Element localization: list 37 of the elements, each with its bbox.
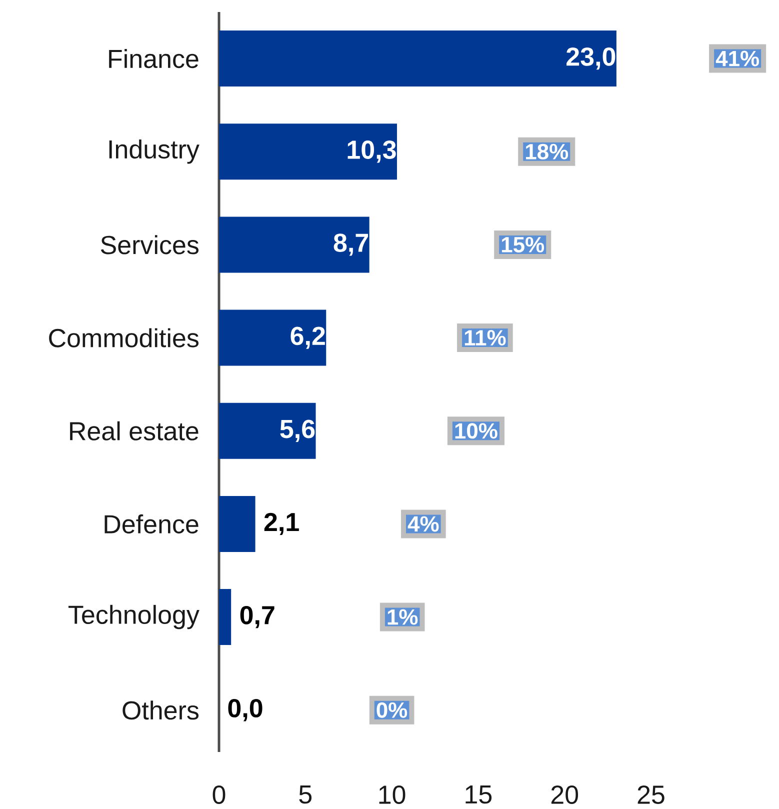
bar <box>218 310 326 366</box>
y-tick-label: Industry <box>109 140 200 164</box>
y-tick-label: Others <box>122 700 199 720</box>
bar <box>218 124 397 180</box>
bar <box>218 30 616 87</box>
data-label: 6,2 <box>290 326 325 349</box>
x-tick-label: 10 <box>379 786 406 804</box>
x-tick-label: 25 <box>638 786 664 804</box>
x-tick-label: 0 <box>212 786 226 804</box>
annotation: 1% <box>388 609 418 625</box>
y-tick-label: Finance <box>109 49 198 68</box>
annotation: 0% <box>376 702 408 718</box>
data-label: 0,0 <box>228 699 262 722</box>
text: 41% <box>716 50 759 66</box>
annotation: 4% <box>408 516 439 532</box>
annotation: 18% <box>526 144 568 160</box>
data-label: 23,0 <box>566 47 616 70</box>
y-tick-label: Real estate <box>70 421 198 440</box>
bar <box>218 496 256 552</box>
annotation: 15% <box>502 236 544 252</box>
y-tick-label: Services <box>100 235 199 254</box>
data-label: 2,1 <box>264 512 299 536</box>
annotation: 11% <box>464 330 506 346</box>
x-tick-label: 15 <box>466 786 492 804</box>
bar <box>218 216 370 273</box>
data-label: 10,3 <box>348 140 396 163</box>
y-tick-label: Technology <box>68 604 200 630</box>
annotation: 10% <box>455 423 498 439</box>
data-label: 8,7 <box>334 234 368 256</box>
bar <box>218 589 232 646</box>
data-label: 5,6 <box>280 420 315 442</box>
data-label: 0,7 <box>240 606 274 628</box>
bar <box>218 402 316 459</box>
y-tick-label: Defence <box>104 514 198 534</box>
x-tick-label: 20 <box>551 786 578 804</box>
y-tick-label: Commodities <box>49 328 198 348</box>
x-tick-label: 5 <box>299 786 312 804</box>
